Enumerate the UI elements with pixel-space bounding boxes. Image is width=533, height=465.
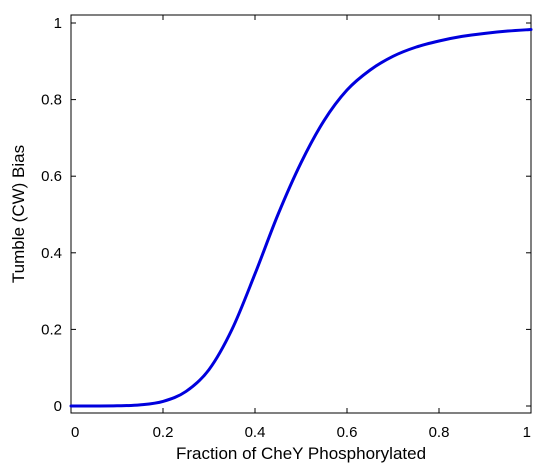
x-tick-label: 0.2: [153, 424, 174, 441]
series-line: [69, 28, 533, 408]
x-tick-label: 0.8: [429, 424, 450, 441]
x-tick-label: 0.6: [337, 424, 358, 441]
y-axis-label: Tumble (CW) Bias: [9, 145, 28, 283]
y-axis-ticks: 0 0.2 0.4 0.6 0.8 1: [41, 15, 531, 415]
x-axis-label: Fraction of CheY Phosphorylated: [176, 444, 426, 463]
series-layer: [69, 28, 533, 408]
y-tick-label: 0.2: [41, 321, 62, 338]
y-tick-label: 0: [54, 398, 62, 415]
y-tick-label: 0.6: [41, 168, 62, 185]
y-tick-label: 0.4: [41, 245, 62, 262]
x-tick-label: 0: [71, 424, 79, 441]
y-tick-label: 0.8: [41, 92, 62, 109]
y-tick-label: 1: [54, 15, 62, 32]
plot-area-frame: [70, 14, 532, 414]
x-tick-label: 1: [523, 424, 531, 441]
x-tick-label: 0.4: [245, 424, 266, 441]
x-axis-ticks: 0 0.2 0.4 0.6 0.8 1: [70, 15, 532, 441]
